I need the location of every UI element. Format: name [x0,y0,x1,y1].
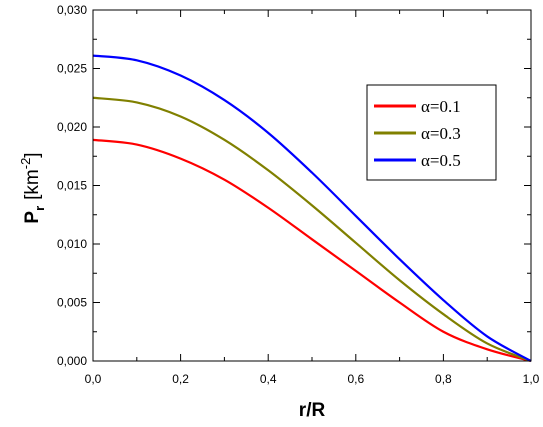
x-tick-label: 0,8 [435,372,452,386]
y-axis-title-unit-close: ] [22,152,43,157]
y-tick-label: 0,020 [57,120,87,134]
legend-label-alpha-0-1: α=0.1 [421,97,461,116]
x-tick-label: 0,6 [347,372,364,386]
x-tick-label: 0,0 [85,372,102,386]
y-tick-labels: 0,000 0,005 0,010 0,015 0,020 0,025 0,030 [57,3,87,368]
y-tick-label: 0,005 [57,296,87,310]
y-ticks [93,9,531,362]
legend-label-alpha-0-5: α=0.5 [421,151,461,170]
y-axis-title-main: P [22,211,43,224]
y-tick-label: 0,015 [57,179,87,193]
x-tick-labels: 0,0 0,2 0,4 0,6 0,8 1,0 [85,372,540,386]
series-line-2 [92,54,532,362]
y-axis-title-unit-power: -2 [18,158,33,170]
plot-frame [92,9,532,362]
x-axis-title: r/R [299,400,326,421]
x-tick-label: 1,0 [523,372,540,386]
x-tick-label: 0,2 [172,372,189,386]
legend: α=0.1 α=0.3 α=0.5 [366,84,497,181]
series-lines [92,54,532,363]
y-axis-title-subscript: r [32,206,47,211]
y-tick-label: 0,030 [57,3,87,17]
y-tick-label: 0,000 [57,354,87,368]
x-tick-label: 0,4 [260,372,277,386]
series-line-0 [92,138,532,363]
y-axis-title-unit: [km [22,169,43,200]
y-axis-title: Pr [km-2] [18,152,47,223]
series-line-1 [92,96,532,363]
legend-label-alpha-0-3: α=0.3 [421,124,461,143]
y-tick-label: 0,025 [57,62,87,76]
y-tick-label: 0,010 [57,237,87,251]
x-ticks [92,10,532,361]
